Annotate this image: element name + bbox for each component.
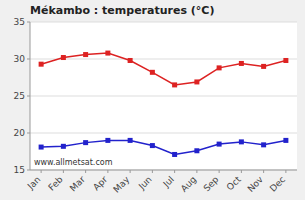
tick-label: Aug — [179, 174, 199, 194]
tick-label: Apr — [91, 174, 109, 192]
marker — [283, 138, 288, 143]
tick-label: Oct — [225, 174, 243, 192]
tick-mark — [241, 170, 242, 173]
marker — [217, 142, 222, 147]
watermark: www.allmetsat.com — [34, 158, 113, 167]
tick-label: 15 — [14, 165, 25, 175]
tick-mark — [219, 170, 220, 173]
marker — [217, 65, 222, 70]
marker — [239, 139, 244, 144]
grid-line — [30, 22, 297, 23]
marker — [105, 51, 110, 56]
tick-label: 20 — [14, 128, 26, 138]
marker — [61, 144, 66, 149]
tick-label: 35 — [14, 17, 25, 27]
marker — [39, 62, 44, 67]
marker — [194, 79, 199, 84]
grid-line — [30, 59, 297, 60]
tick-mark — [196, 170, 197, 173]
plot-area — [30, 22, 297, 170]
tick-mark — [263, 170, 264, 173]
tick-label: Sep — [201, 174, 220, 193]
tick-mark — [285, 170, 286, 173]
tick-mark — [63, 170, 64, 173]
marker — [283, 58, 288, 63]
tick-mark — [152, 170, 153, 173]
tick-label: Feb — [46, 174, 65, 193]
series-line — [41, 140, 286, 154]
grid-line — [30, 133, 297, 134]
y-axis-line — [30, 22, 31, 170]
tick-label: Dec — [268, 174, 287, 193]
tick-mark — [107, 170, 108, 173]
marker — [172, 152, 177, 157]
tick-mark — [85, 170, 86, 173]
series-line — [41, 53, 286, 85]
tick-label: Jun — [136, 174, 154, 192]
marker — [83, 52, 88, 57]
marker — [83, 140, 88, 145]
marker — [261, 142, 266, 147]
tick-mark — [41, 170, 42, 173]
tick-label: Mar — [68, 174, 87, 193]
tick-label: Nov — [246, 174, 266, 194]
marker — [172, 82, 177, 87]
marker — [261, 64, 266, 69]
x-axis-line — [30, 170, 297, 171]
tick-mark — [130, 170, 131, 173]
marker — [150, 143, 155, 148]
marker — [239, 61, 244, 66]
marker — [194, 148, 199, 153]
tick-label: 30 — [14, 54, 26, 64]
marker — [105, 138, 110, 143]
x-axis: JanFebMarAprMayJun JulAugSep OctNovDec — [25, 170, 287, 195]
tick-label: Jan — [25, 174, 43, 192]
y-axis: 15 20 25 30 35 — [14, 17, 297, 175]
marker — [61, 55, 66, 60]
grid-line — [30, 170, 297, 171]
tick-label: May — [111, 174, 132, 195]
marker — [128, 58, 133, 63]
chart: 15 20 25 30 35 JanFebMarAprMayJun JulAugSep Oct… — [0, 0, 305, 200]
tick-mark — [174, 170, 175, 173]
tick-label: Jul — [161, 174, 176, 189]
marker — [150, 70, 155, 75]
tick-label: 25 — [14, 91, 25, 101]
title: Mékambo : temperatures (°C) — [30, 4, 214, 17]
marker — [128, 138, 133, 143]
marker — [39, 145, 44, 150]
data — [39, 51, 289, 157]
grid-line — [30, 96, 297, 97]
